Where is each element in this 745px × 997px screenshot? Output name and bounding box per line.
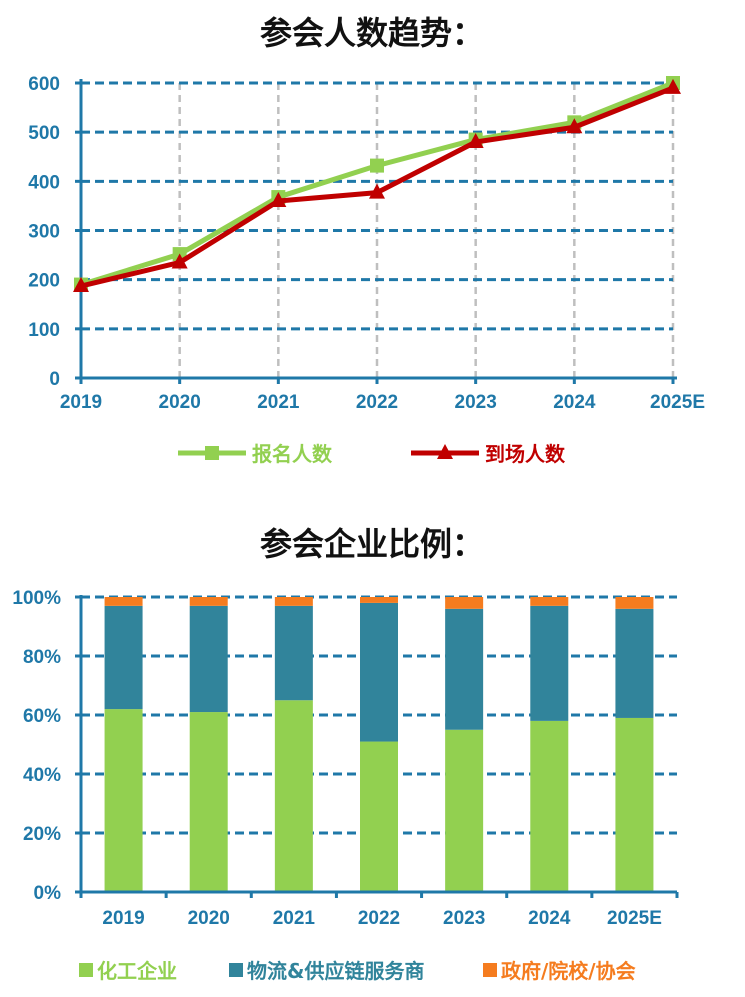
line-chart-grid xyxy=(81,81,675,378)
bar-segment-gov xyxy=(445,597,484,609)
bar-segment-logistics xyxy=(104,605,143,710)
data-point-attended xyxy=(369,183,385,199)
x-tick-label: 2019 xyxy=(60,392,102,413)
legend-item-gov: 政府/院校/协会 xyxy=(483,959,636,983)
line-chart: 参会人数趋势： 0 100 200 300 400 500 600 2019 2020 2021… xyxy=(28,14,705,466)
bar-chart-bars xyxy=(104,597,654,892)
x-tick-label: 2021 xyxy=(273,908,316,929)
bar-chart-y-ticks: 0% 20% 40% 60% 80% 100% xyxy=(12,588,81,904)
bar-chart: 参会企业比例： 0%20%40%60%80%100% 2019 2020 2021 2… xyxy=(12,525,679,983)
bar-segment-logistics xyxy=(189,605,228,713)
legend-item-chemical: 化工企业 xyxy=(79,959,177,983)
bar-chart-legend: 化工企业 物流&供应链服务商 政府/院校/协会 xyxy=(79,959,636,983)
bar-chart-title: 参会企业比例： xyxy=(260,525,484,563)
data-point-attended xyxy=(171,253,188,269)
y-tick-label: 200 xyxy=(28,271,60,292)
y-tick-label: 0% xyxy=(34,883,62,904)
y-tick-label: 100% xyxy=(12,588,61,609)
bar-chart-axes xyxy=(79,595,677,894)
bar-segment-gov xyxy=(360,597,398,603)
y-tick-label: 300 xyxy=(28,222,60,243)
x-tick-label: 2024 xyxy=(528,908,571,929)
data-point-attended xyxy=(467,133,484,148)
bar-segment-chemical xyxy=(189,712,228,892)
x-tick-label: 2019 xyxy=(102,908,144,929)
x-tick-label: 2022 xyxy=(356,392,398,413)
y-tick-label: 80% xyxy=(23,647,61,668)
bar-segment-chemical xyxy=(615,717,654,892)
bar-segment-gov xyxy=(274,597,313,606)
x-tick-label: 2024 xyxy=(553,392,596,413)
bar-segment-chemical xyxy=(104,709,143,892)
bar-segment-chemical xyxy=(274,700,313,892)
legend-chemical-swatch xyxy=(79,963,93,977)
y-tick-label: 500 xyxy=(28,123,60,144)
y-tick-label: 400 xyxy=(28,172,60,193)
bar-segment-logistics xyxy=(445,608,484,730)
legend-item-logistics: 物流&供应链服务商 xyxy=(229,959,424,983)
bar-segment-logistics xyxy=(274,605,313,701)
bar-segment-logistics xyxy=(530,605,569,721)
y-tick-label: 20% xyxy=(23,824,61,845)
data-point-attended xyxy=(73,277,89,293)
line-chart-title: 参会人数趋势： xyxy=(260,14,484,52)
x-tick-label: 2020 xyxy=(188,908,230,929)
x-tick-label: 2022 xyxy=(358,908,400,929)
legend-item-registered: 报名人数 xyxy=(178,442,333,466)
line-chart-y-ticks: 0 100 200 300 400 500 600 xyxy=(28,74,81,390)
bar-segment-chemical xyxy=(360,741,398,892)
y-tick-label: 40% xyxy=(23,765,61,786)
bar-segment-logistics xyxy=(360,602,398,742)
bar-segment-gov xyxy=(615,597,654,609)
y-tick-label: 100 xyxy=(28,320,60,341)
line-chart-legend: 报名人数 到场人数 xyxy=(178,442,566,466)
legend-item-attended: 到场人数 xyxy=(411,442,566,466)
legend-registered-marker xyxy=(205,446,219,460)
x-tick-label: 2023 xyxy=(455,392,497,413)
bar-chart-x-ticks: 2019 2020 2021 2022 2023 2024 2025E xyxy=(79,892,679,929)
y-tick-label: 0 xyxy=(49,369,60,390)
bar-segment-chemical xyxy=(445,729,484,892)
bar-segment-logistics xyxy=(615,608,654,718)
bar-segment-chemical xyxy=(530,720,569,892)
data-point-attended xyxy=(270,192,287,207)
y-tick-label: 600 xyxy=(28,74,60,95)
line-chart-series xyxy=(73,76,681,293)
x-tick-label: 2025E xyxy=(650,392,705,413)
y-tick-label: 60% xyxy=(23,706,61,727)
data-point-attended xyxy=(665,78,681,94)
bar-segment-gov xyxy=(104,597,143,606)
bar-segment-gov xyxy=(530,597,569,606)
legend-gov-label: 政府/院校/协会 xyxy=(501,959,636,983)
legend-attended-label: 到场人数 xyxy=(485,442,566,466)
legend-logistics-label: 物流&供应链服务商 xyxy=(247,959,424,983)
x-tick-label: 2020 xyxy=(159,392,201,413)
data-point-attended xyxy=(566,118,583,134)
x-tick-label: 2025E xyxy=(607,908,662,929)
legend-chemical-label: 化工企业 xyxy=(97,959,177,983)
bar-segment-gov xyxy=(189,597,228,606)
line-chart-x-ticks: 2019 2020 2021 2022 2023 2024 2025E xyxy=(60,378,705,413)
legend-logistics-swatch xyxy=(229,963,243,977)
legend-registered-label: 报名人数 xyxy=(252,442,333,466)
legend-attended-marker xyxy=(437,444,453,459)
data-point-registered xyxy=(370,158,384,173)
legend-gov-swatch xyxy=(483,963,497,977)
x-tick-label: 2023 xyxy=(443,908,485,929)
x-tick-label: 2021 xyxy=(257,392,300,413)
